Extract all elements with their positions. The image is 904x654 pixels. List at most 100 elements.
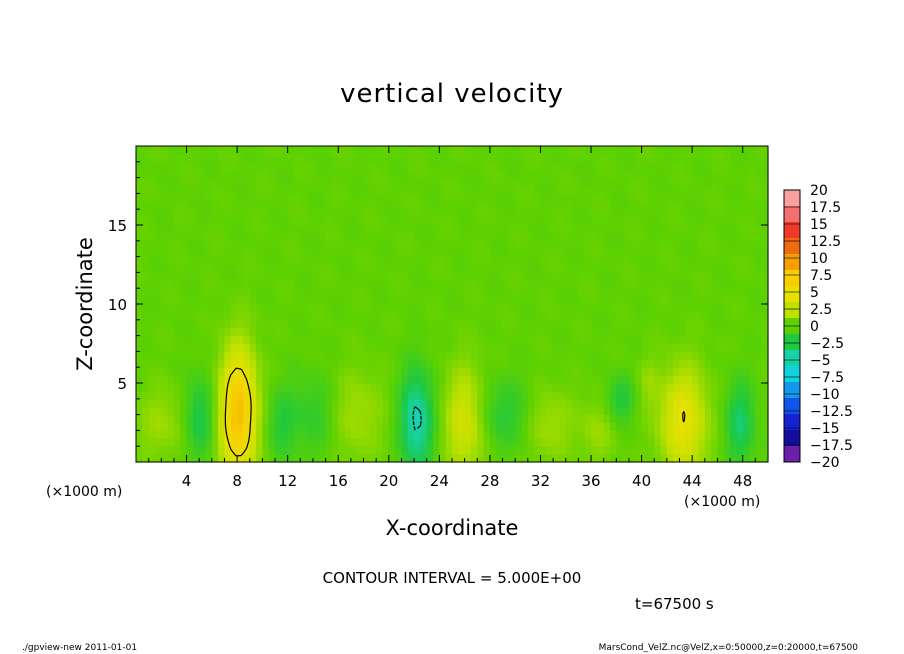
field-cell	[426, 390, 434, 400]
field-cell	[540, 430, 548, 439]
field-cell	[300, 296, 308, 305]
field-cell	[445, 319, 453, 329]
field-cell	[173, 240, 181, 250]
field-cell	[173, 201, 181, 210]
field-cell	[666, 256, 674, 266]
field-cell	[331, 351, 339, 360]
field-cell	[275, 398, 282, 408]
field-cell	[660, 217, 668, 226]
field-cell	[736, 232, 744, 242]
field-cell	[300, 248, 308, 258]
field-cell	[508, 343, 516, 352]
field-cell	[584, 256, 592, 266]
field-cell	[610, 248, 617, 258]
field-cell	[218, 406, 226, 416]
colorbar-label: −7.5	[810, 370, 844, 386]
field-cell	[736, 280, 744, 289]
field-cell	[205, 153, 213, 163]
field-cell	[237, 335, 245, 345]
field-cell	[496, 217, 504, 226]
field-cell	[224, 185, 232, 194]
field-cell	[723, 248, 731, 258]
field-cell	[679, 343, 687, 352]
field-cell	[142, 335, 150, 345]
field-cell	[685, 225, 693, 234]
field-cell	[610, 304, 617, 313]
field-cell	[382, 398, 390, 408]
field-cell	[470, 272, 478, 281]
field-cell	[243, 209, 251, 218]
field-cell	[395, 398, 403, 408]
field-cell	[199, 240, 207, 250]
field-cell	[742, 454, 750, 463]
field-cell	[376, 327, 384, 337]
field-cell	[603, 256, 611, 266]
field-cell	[635, 304, 643, 313]
field-cell	[679, 454, 687, 463]
field-cell	[136, 383, 143, 392]
field-cell	[704, 177, 712, 187]
field-cell	[452, 319, 459, 329]
field-cell	[540, 169, 548, 179]
field-cell	[439, 248, 447, 258]
field-cell	[243, 438, 251, 447]
field-cell	[635, 414, 643, 424]
field-cell	[704, 280, 712, 289]
field-cell	[319, 390, 327, 400]
field-cell	[635, 375, 643, 384]
field-cell	[736, 201, 744, 210]
field-cell	[527, 422, 535, 431]
field-cell	[192, 422, 200, 431]
field-cell	[591, 367, 598, 376]
field-cell	[287, 217, 295, 226]
field-cell	[464, 454, 472, 463]
field-cell	[414, 185, 421, 194]
field-cell	[167, 367, 175, 376]
field-cell	[224, 209, 232, 218]
field-cell	[572, 225, 579, 234]
field-cell	[685, 430, 693, 439]
field-cell	[641, 280, 649, 289]
field-cell	[622, 177, 630, 187]
field-cell	[363, 161, 371, 171]
field-cell	[622, 327, 630, 337]
field-cell	[237, 446, 245, 455]
field-cell	[508, 375, 516, 384]
field-cell	[685, 446, 693, 455]
field-cell	[350, 280, 358, 289]
field-cell	[237, 248, 245, 258]
field-cell	[325, 280, 333, 289]
field-cell	[666, 161, 674, 171]
field-cell	[616, 240, 624, 250]
field-cell	[426, 232, 434, 242]
field-cell	[357, 367, 365, 376]
field-cell	[489, 319, 497, 329]
field-cell	[426, 225, 434, 234]
field-cell	[679, 185, 687, 194]
field-cell	[572, 438, 579, 447]
field-cell	[730, 351, 737, 360]
field-cell	[515, 153, 523, 163]
field-cell	[281, 454, 289, 463]
field-cell	[572, 398, 579, 408]
field-cell	[287, 438, 295, 447]
field-cell	[660, 256, 668, 266]
field-cell	[388, 240, 396, 250]
field-cell	[591, 375, 598, 384]
field-cell	[515, 398, 523, 408]
field-cell	[553, 398, 561, 408]
field-cell	[660, 177, 668, 187]
field-cell	[161, 319, 169, 329]
field-cell	[382, 185, 390, 194]
field-cell	[685, 398, 693, 408]
field-cell	[673, 185, 681, 194]
field-cell	[755, 280, 763, 289]
field-cell	[464, 296, 472, 305]
field-cell	[249, 169, 257, 179]
field-cell	[154, 185, 162, 194]
field-cell	[300, 414, 308, 424]
field-cell	[167, 264, 175, 273]
field-cell	[603, 177, 611, 187]
field-cell	[395, 240, 403, 250]
field-cell	[698, 390, 706, 400]
